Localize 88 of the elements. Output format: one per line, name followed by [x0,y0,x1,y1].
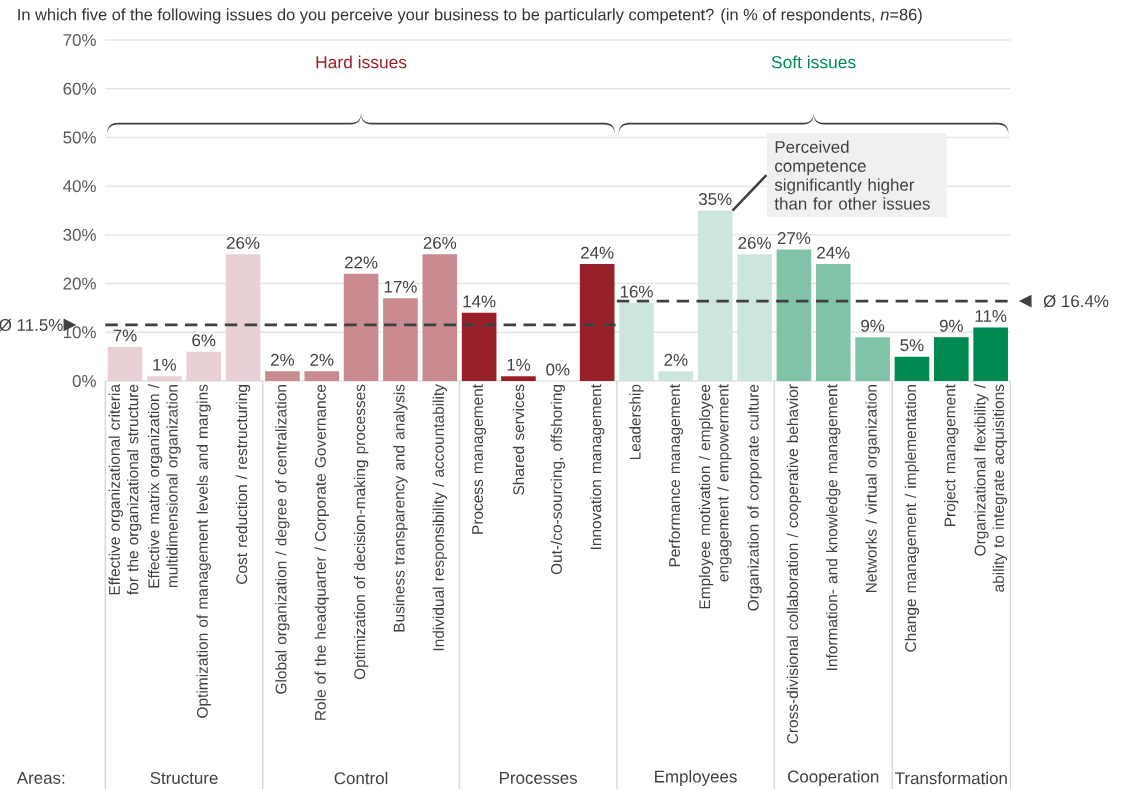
y-tick-label: 20% [63,277,96,290]
bar [422,254,458,381]
bar [933,337,969,381]
x-tick-label: Project management [944,384,959,526]
text: Employees [655,770,737,786]
x-tick-label: Role of the headquarter / Corporate Governance [314,384,329,720]
x-tick-label: Individual responsibility / accountability [432,384,447,651]
x-tick-label: Cost reduction / restructuring [235,385,251,584]
bar [107,346,143,381]
bar [147,376,182,381]
y-tick-label: 0% [72,375,96,387]
ref-line-label: Ø 16.4% [1043,294,1109,308]
bar [697,210,733,381]
data-label: 24% [817,246,850,259]
text: Control [334,771,388,785]
bar [658,371,694,381]
data-label: 11% [975,310,1007,322]
data-label: 1% [507,358,531,371]
bar [619,303,654,381]
text: Processes [500,772,578,784]
x-tick-label: Organizational flexibility / ability to integrate acquisitions [974,384,1008,592]
annotation: Soft issues [771,55,856,69]
x-tick-label: Employee motivation / employee engagement / empowerment [698,384,732,609]
x-tick-label: Change management / implementation [904,385,920,652]
bar [973,327,1008,381]
text: Structure [150,772,218,784]
data-label: 17% [384,280,417,293]
x-tick-label: Networks / virtual organization [865,385,880,593]
data-label: 9% [939,319,963,332]
bar [579,264,615,381]
x-tick-label: Out-/co-sourcing, offshoring [550,385,566,575]
text: Cooperation [788,770,879,786]
y-tick-label: 70% [63,34,96,47]
data-label: 26% [423,236,457,249]
data-label: 9% [861,319,885,332]
data-label: 22% [345,256,378,269]
y-tick-label: 50% [63,131,96,144]
data-label: 26% [226,236,260,249]
bar [855,337,890,381]
bar [383,298,418,381]
data-label: 2% [271,353,295,366]
data-label: 14% [463,295,496,308]
data-label: 35% [698,193,732,206]
x-tick-label: Cross-divisional collaboration / cooperative behavior [786,384,802,744]
data-label: 7% [113,329,137,342]
data-label: 0% [546,363,570,376]
x-tick-label: Optimization of management levels and margins [196,384,211,718]
text: Areas: [16,772,65,784]
x-tick-label: Shared services [512,384,525,495]
text: Transformation [895,771,1007,785]
data-label: 16% [620,285,653,298]
x-tick-label: Leadership [629,384,644,460]
annotation: Hard issues [316,55,407,69]
bar [225,254,261,381]
bar [265,371,300,381]
x-tick-label: Optimization of decision-making processes [353,384,369,680]
chart-title: In which five of the following issues do you perceive your business to be particularly competent? (in % of respondents, n=86) [18,8,922,24]
x-tick-label: Performance management [668,384,684,567]
x-tick-label: Organization of corporate culture [747,384,762,611]
y-tick-label: 40% [63,180,96,193]
bar [304,371,340,381]
data-label: 27% [777,232,811,245]
ref-line-label: Ø 11.5% [0,318,63,332]
y-tick-label: 60% [63,82,96,95]
x-tick-label: Global organization / degree of centralization [275,385,290,694]
x-tick-label: Information- and knowledge management [826,384,841,670]
x-tick-label: Process management [472,384,487,534]
x-tick-label: Innovation management [590,384,605,550]
bar [186,351,222,381]
bar [894,356,930,381]
data-label: 1% [153,358,176,371]
data-label: 6% [192,334,216,347]
x-tick-label: Business transparency and analysis [393,384,408,632]
data-label: 2% [664,353,688,366]
bar [776,249,812,381]
data-label: 2% [310,353,334,366]
annotation: Perceived competence significantly higher than for other issues [774,140,930,210]
x-tick-label: Effective matrix organization / multidimensional organization [147,384,181,588]
bar [461,312,497,381]
data-label: 26% [738,236,771,249]
bar [343,273,379,381]
bar [815,264,851,381]
bar [737,254,772,381]
data-label: 24% [581,246,614,259]
bar [501,376,536,381]
y-tick-label: 30% [63,228,96,241]
x-tick-label: Effective organizational criteria for the organizational structure [108,384,142,595]
data-label: 5% [900,339,924,352]
